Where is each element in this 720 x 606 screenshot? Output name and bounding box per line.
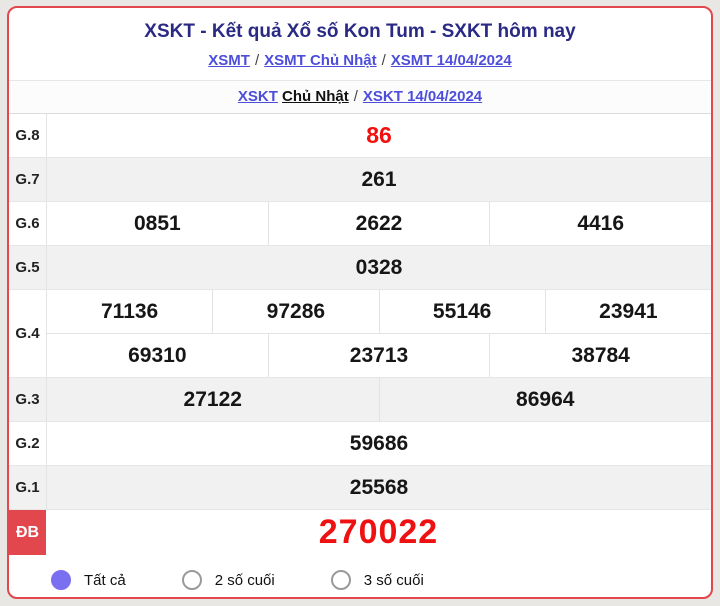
breadcrumb-link-xsmt-chu-nhat[interactable]: XSMT Chủ Nhật (264, 52, 377, 69)
prize-number: 0328 (355, 255, 403, 279)
breadcrumb-separator: / (254, 52, 260, 69)
prize-number: 0851 (133, 211, 181, 235)
prize-number: 261 (361, 167, 397, 191)
table-row-g1: G.1 25568 (9, 465, 711, 509)
breadcrumb-separator: / (353, 88, 358, 105)
sub-breadcrumb-link-xskt[interactable]: XSKT (237, 88, 278, 105)
sub-breadcrumb: XSKT Chủ Nhật / XSKT 14/04/2024 (9, 80, 711, 114)
prize-number: 71136 (101, 299, 159, 323)
prize-number: 97286 (212, 290, 378, 333)
filter-option-label[interactable]: 3 số cuối (363, 571, 424, 589)
digits-filter: Tất cả 2 số cuối 3 số cuối (9, 555, 711, 590)
filter-option-last3[interactable]: 3 số cuối (330, 570, 424, 590)
special-prize-label: ĐB (9, 510, 46, 555)
prize-label: G.2 (9, 422, 47, 465)
prize-number: 38784 (489, 334, 711, 377)
prize-number: 4416 (489, 202, 711, 245)
prize-label: G.5 (9, 246, 47, 289)
breadcrumb-separator: / (381, 52, 386, 69)
filter-option-label[interactable]: Tất cả (84, 571, 126, 589)
prize-number: 25568 (349, 475, 409, 499)
table-row-special-prize: ĐB 270022 (9, 509, 711, 555)
radio-unselected-icon[interactable] (181, 570, 202, 590)
table-row-g5: G.5 0328 (9, 245, 711, 289)
results-card: XSKT - Kết quả Xổ số Kon Tum - SXKT hôm … (7, 6, 713, 599)
filter-option-all[interactable]: Tất cả (51, 570, 126, 590)
radio-unselected-icon[interactable] (330, 570, 351, 590)
prize-number: 86 (366, 122, 392, 148)
prize-label: G.7 (9, 158, 47, 201)
sub-breadcrumb-day-label: Chủ Nhật (282, 88, 349, 105)
prize-number: 27122 (183, 387, 242, 411)
prize-label: G.3 (9, 378, 47, 421)
special-prize-number: 270022 (318, 513, 439, 551)
page-title: XSKT - Kết quả Xổ số Kon Tum - SXKT hôm … (144, 21, 576, 42)
breadcrumb-link-xsmt[interactable]: XSMT (208, 52, 250, 69)
prize-label: G.1 (9, 466, 47, 509)
table-row-g4: G.4 71136 97286 55146 23941 69310 23713 … (9, 289, 711, 377)
table-row-g6: G.6 0851 2622 4416 (9, 201, 711, 245)
breadcrumb: XSMT / XSMT Chủ Nhật / XSMT 14/04/2024 (9, 52, 711, 69)
prize-number: 23713 (267, 334, 490, 377)
prize-number: 69310 (128, 343, 187, 367)
table-row-g8: G.8 86 (9, 114, 711, 157)
prize-label: G.6 (9, 202, 47, 245)
prize-label: G.8 (9, 114, 47, 157)
prize-number: 2622 (267, 202, 490, 245)
table-row-g7: G.7 261 (9, 157, 711, 201)
table-row-g2: G.2 59686 (9, 421, 711, 465)
results-table: G.8 86 G.7 261 G.6 0851 2622 4416 G.5 03… (9, 114, 711, 555)
filter-option-label[interactable]: 2 số cuối (214, 571, 275, 589)
radio-selected-icon[interactable] (51, 570, 71, 590)
sub-breadcrumb-link-xskt-date[interactable]: XSKT 14/04/2024 (362, 88, 483, 105)
prize-number: 59686 (349, 431, 409, 455)
breadcrumb-link-xsmt-date[interactable]: XSMT 14/04/2024 (390, 52, 512, 69)
table-row-g3: G.3 27122 86964 (9, 377, 711, 421)
prize-number: 86964 (378, 378, 712, 421)
filter-option-last2[interactable]: 2 số cuối (181, 570, 275, 590)
prize-number: 55146 (378, 290, 545, 333)
prize-label: G.4 (9, 290, 47, 377)
prize-number: 23941 (544, 290, 711, 333)
